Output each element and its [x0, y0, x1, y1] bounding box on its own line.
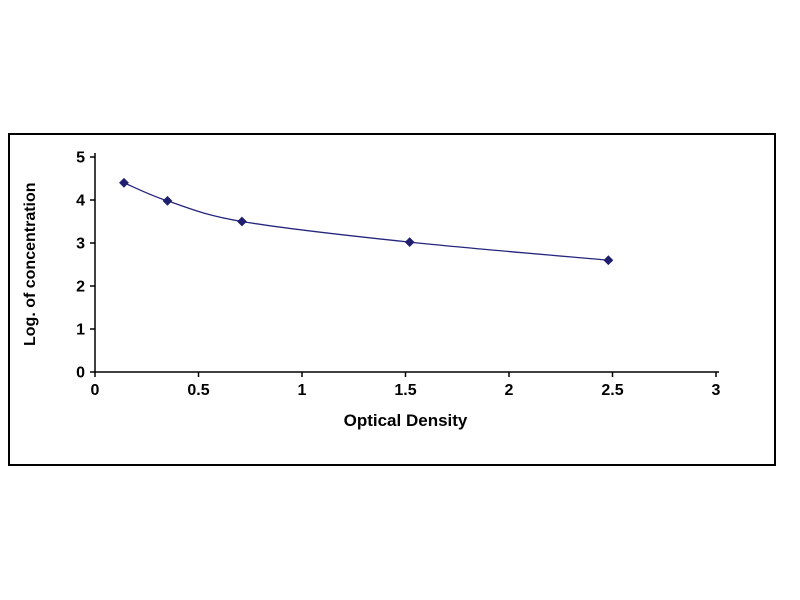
data-point-marker: [237, 216, 247, 227]
data-point-marker: [119, 177, 129, 188]
x-tick-label: 1.5: [394, 382, 416, 399]
data-point-marker: [404, 237, 415, 248]
y-tick-label: 1: [76, 322, 85, 339]
x-axis-title: Optical Density: [343, 411, 468, 430]
axes: [94, 153, 719, 373]
x-tick-label: 0: [91, 382, 100, 399]
x-tick-label: 2: [505, 382, 514, 399]
y-tick-label: 3: [76, 236, 85, 253]
series-line: [123, 182, 609, 261]
chart-frame: 0 0.5 1 1.5 2 2.5 3 0 1 2 3 4 5 Log. of concentratio…: [8, 133, 776, 466]
chart-canvas: 0 0.5 1 1.5 2 2.5 3 0 1 2 3 4 5: [76, 150, 721, 400]
data-point-marker: [162, 195, 173, 206]
y-tick-label: 4: [76, 193, 85, 210]
x-tick-label: 3: [712, 382, 721, 399]
y-axis-title: Log. of concentration: [22, 182, 39, 347]
y-tick-label: 0: [76, 365, 85, 382]
y-tick-label: 2: [76, 279, 85, 296]
x-tick-label: 1: [298, 382, 307, 399]
data-point-marker: [603, 255, 614, 266]
x-tick-label: 0.5: [187, 382, 209, 399]
y-tick-label: 5: [76, 150, 85, 167]
x-tick-label: 2.5: [601, 382, 623, 399]
